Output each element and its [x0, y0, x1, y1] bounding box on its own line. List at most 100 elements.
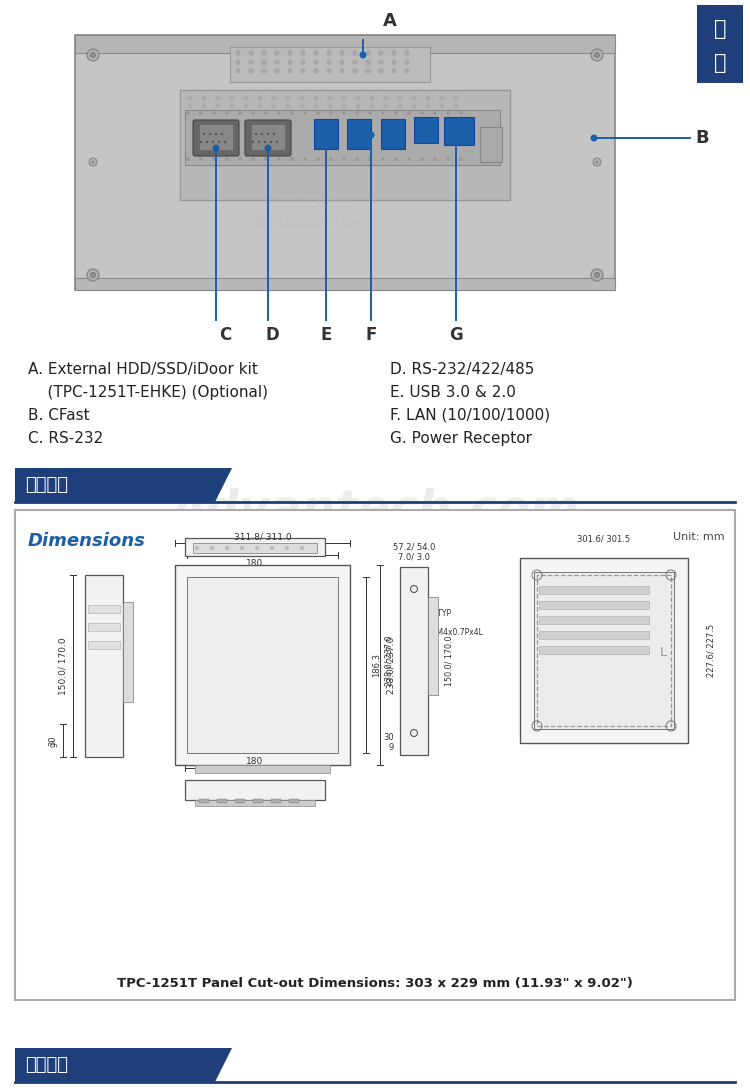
FancyBboxPatch shape	[199, 124, 233, 149]
Circle shape	[225, 546, 229, 550]
Circle shape	[230, 96, 235, 100]
Circle shape	[277, 157, 281, 161]
Circle shape	[212, 111, 216, 115]
Circle shape	[381, 111, 385, 115]
Text: C: C	[219, 326, 231, 344]
Circle shape	[352, 50, 358, 56]
Circle shape	[287, 50, 292, 56]
FancyBboxPatch shape	[123, 602, 133, 703]
Circle shape	[303, 157, 307, 161]
Text: 57.2/ 54.0: 57.2/ 54.0	[393, 543, 435, 552]
Circle shape	[355, 111, 359, 115]
Text: 7 TYP: 7 TYP	[430, 610, 451, 619]
Circle shape	[394, 157, 398, 161]
Text: 9: 9	[50, 742, 59, 746]
Circle shape	[236, 50, 241, 56]
Text: 150.0/ 170.0: 150.0/ 170.0	[444, 636, 453, 686]
Circle shape	[299, 104, 304, 108]
Text: 150.0/ 170.0: 150.0/ 170.0	[58, 637, 67, 695]
Circle shape	[217, 141, 220, 143]
Circle shape	[257, 96, 262, 100]
Circle shape	[202, 104, 206, 108]
Circle shape	[368, 111, 372, 115]
Circle shape	[248, 50, 254, 56]
FancyBboxPatch shape	[539, 631, 649, 639]
FancyBboxPatch shape	[271, 799, 281, 803]
Circle shape	[195, 546, 199, 550]
Circle shape	[202, 133, 206, 135]
Polygon shape	[15, 468, 232, 502]
Circle shape	[596, 160, 598, 164]
Circle shape	[370, 104, 374, 108]
Circle shape	[425, 104, 430, 108]
Circle shape	[314, 59, 319, 64]
Circle shape	[240, 546, 244, 550]
Circle shape	[328, 96, 332, 100]
Text: A: A	[383, 12, 397, 29]
FancyBboxPatch shape	[314, 119, 338, 149]
Text: D: D	[266, 326, 279, 344]
Circle shape	[211, 141, 214, 143]
Circle shape	[407, 111, 411, 115]
Circle shape	[209, 133, 212, 135]
Circle shape	[339, 50, 345, 56]
Circle shape	[261, 50, 267, 56]
Circle shape	[287, 59, 292, 64]
Circle shape	[264, 111, 268, 115]
Text: TPC-1251T Panel Cut-out Dimensions: 303 x 229 mm (11.93" x 9.02"): TPC-1251T Panel Cut-out Dimensions: 303 …	[117, 978, 633, 991]
FancyBboxPatch shape	[85, 575, 123, 757]
Circle shape	[188, 96, 193, 100]
Text: 2-M4x0.7Px4L: 2-M4x0.7Px4L	[430, 628, 484, 637]
Circle shape	[290, 157, 294, 161]
Circle shape	[394, 111, 398, 115]
Text: 9: 9	[388, 743, 394, 752]
Circle shape	[252, 141, 254, 143]
Circle shape	[251, 111, 255, 115]
Circle shape	[383, 96, 388, 100]
Circle shape	[593, 158, 601, 166]
Text: Advantech.com: Advantech.com	[170, 488, 580, 532]
Text: E. USB 3.0 & 2.0: E. USB 3.0 & 2.0	[390, 385, 516, 400]
Circle shape	[274, 50, 280, 56]
Text: 180: 180	[246, 757, 264, 766]
FancyBboxPatch shape	[217, 799, 227, 803]
Circle shape	[264, 157, 268, 161]
Circle shape	[287, 69, 292, 74]
Circle shape	[238, 157, 242, 161]
FancyBboxPatch shape	[539, 586, 649, 594]
Circle shape	[420, 157, 424, 161]
FancyBboxPatch shape	[15, 509, 735, 1000]
Text: 产品参数: 产品参数	[25, 476, 68, 494]
FancyBboxPatch shape	[381, 119, 405, 149]
Circle shape	[199, 111, 203, 115]
FancyBboxPatch shape	[185, 110, 500, 165]
Circle shape	[199, 157, 203, 161]
Circle shape	[356, 104, 361, 108]
Circle shape	[87, 269, 99, 281]
Circle shape	[326, 59, 332, 64]
Circle shape	[446, 111, 450, 115]
Circle shape	[186, 111, 190, 115]
Circle shape	[251, 157, 255, 161]
FancyBboxPatch shape	[88, 642, 120, 649]
Circle shape	[322, 132, 329, 139]
Circle shape	[342, 111, 346, 115]
FancyBboxPatch shape	[539, 601, 649, 609]
Circle shape	[186, 157, 190, 161]
FancyBboxPatch shape	[195, 800, 315, 806]
Circle shape	[425, 96, 430, 100]
Circle shape	[299, 96, 304, 100]
Circle shape	[286, 104, 290, 108]
FancyBboxPatch shape	[75, 278, 615, 290]
Circle shape	[359, 51, 367, 59]
FancyBboxPatch shape	[534, 572, 674, 729]
Text: C. RS-232: C. RS-232	[28, 431, 104, 446]
Text: E: E	[320, 326, 332, 344]
Text: 背: 背	[714, 19, 726, 39]
Circle shape	[591, 49, 603, 61]
FancyBboxPatch shape	[193, 543, 317, 553]
Circle shape	[314, 69, 319, 74]
FancyBboxPatch shape	[195, 765, 330, 774]
Circle shape	[200, 141, 202, 143]
FancyBboxPatch shape	[539, 646, 649, 654]
